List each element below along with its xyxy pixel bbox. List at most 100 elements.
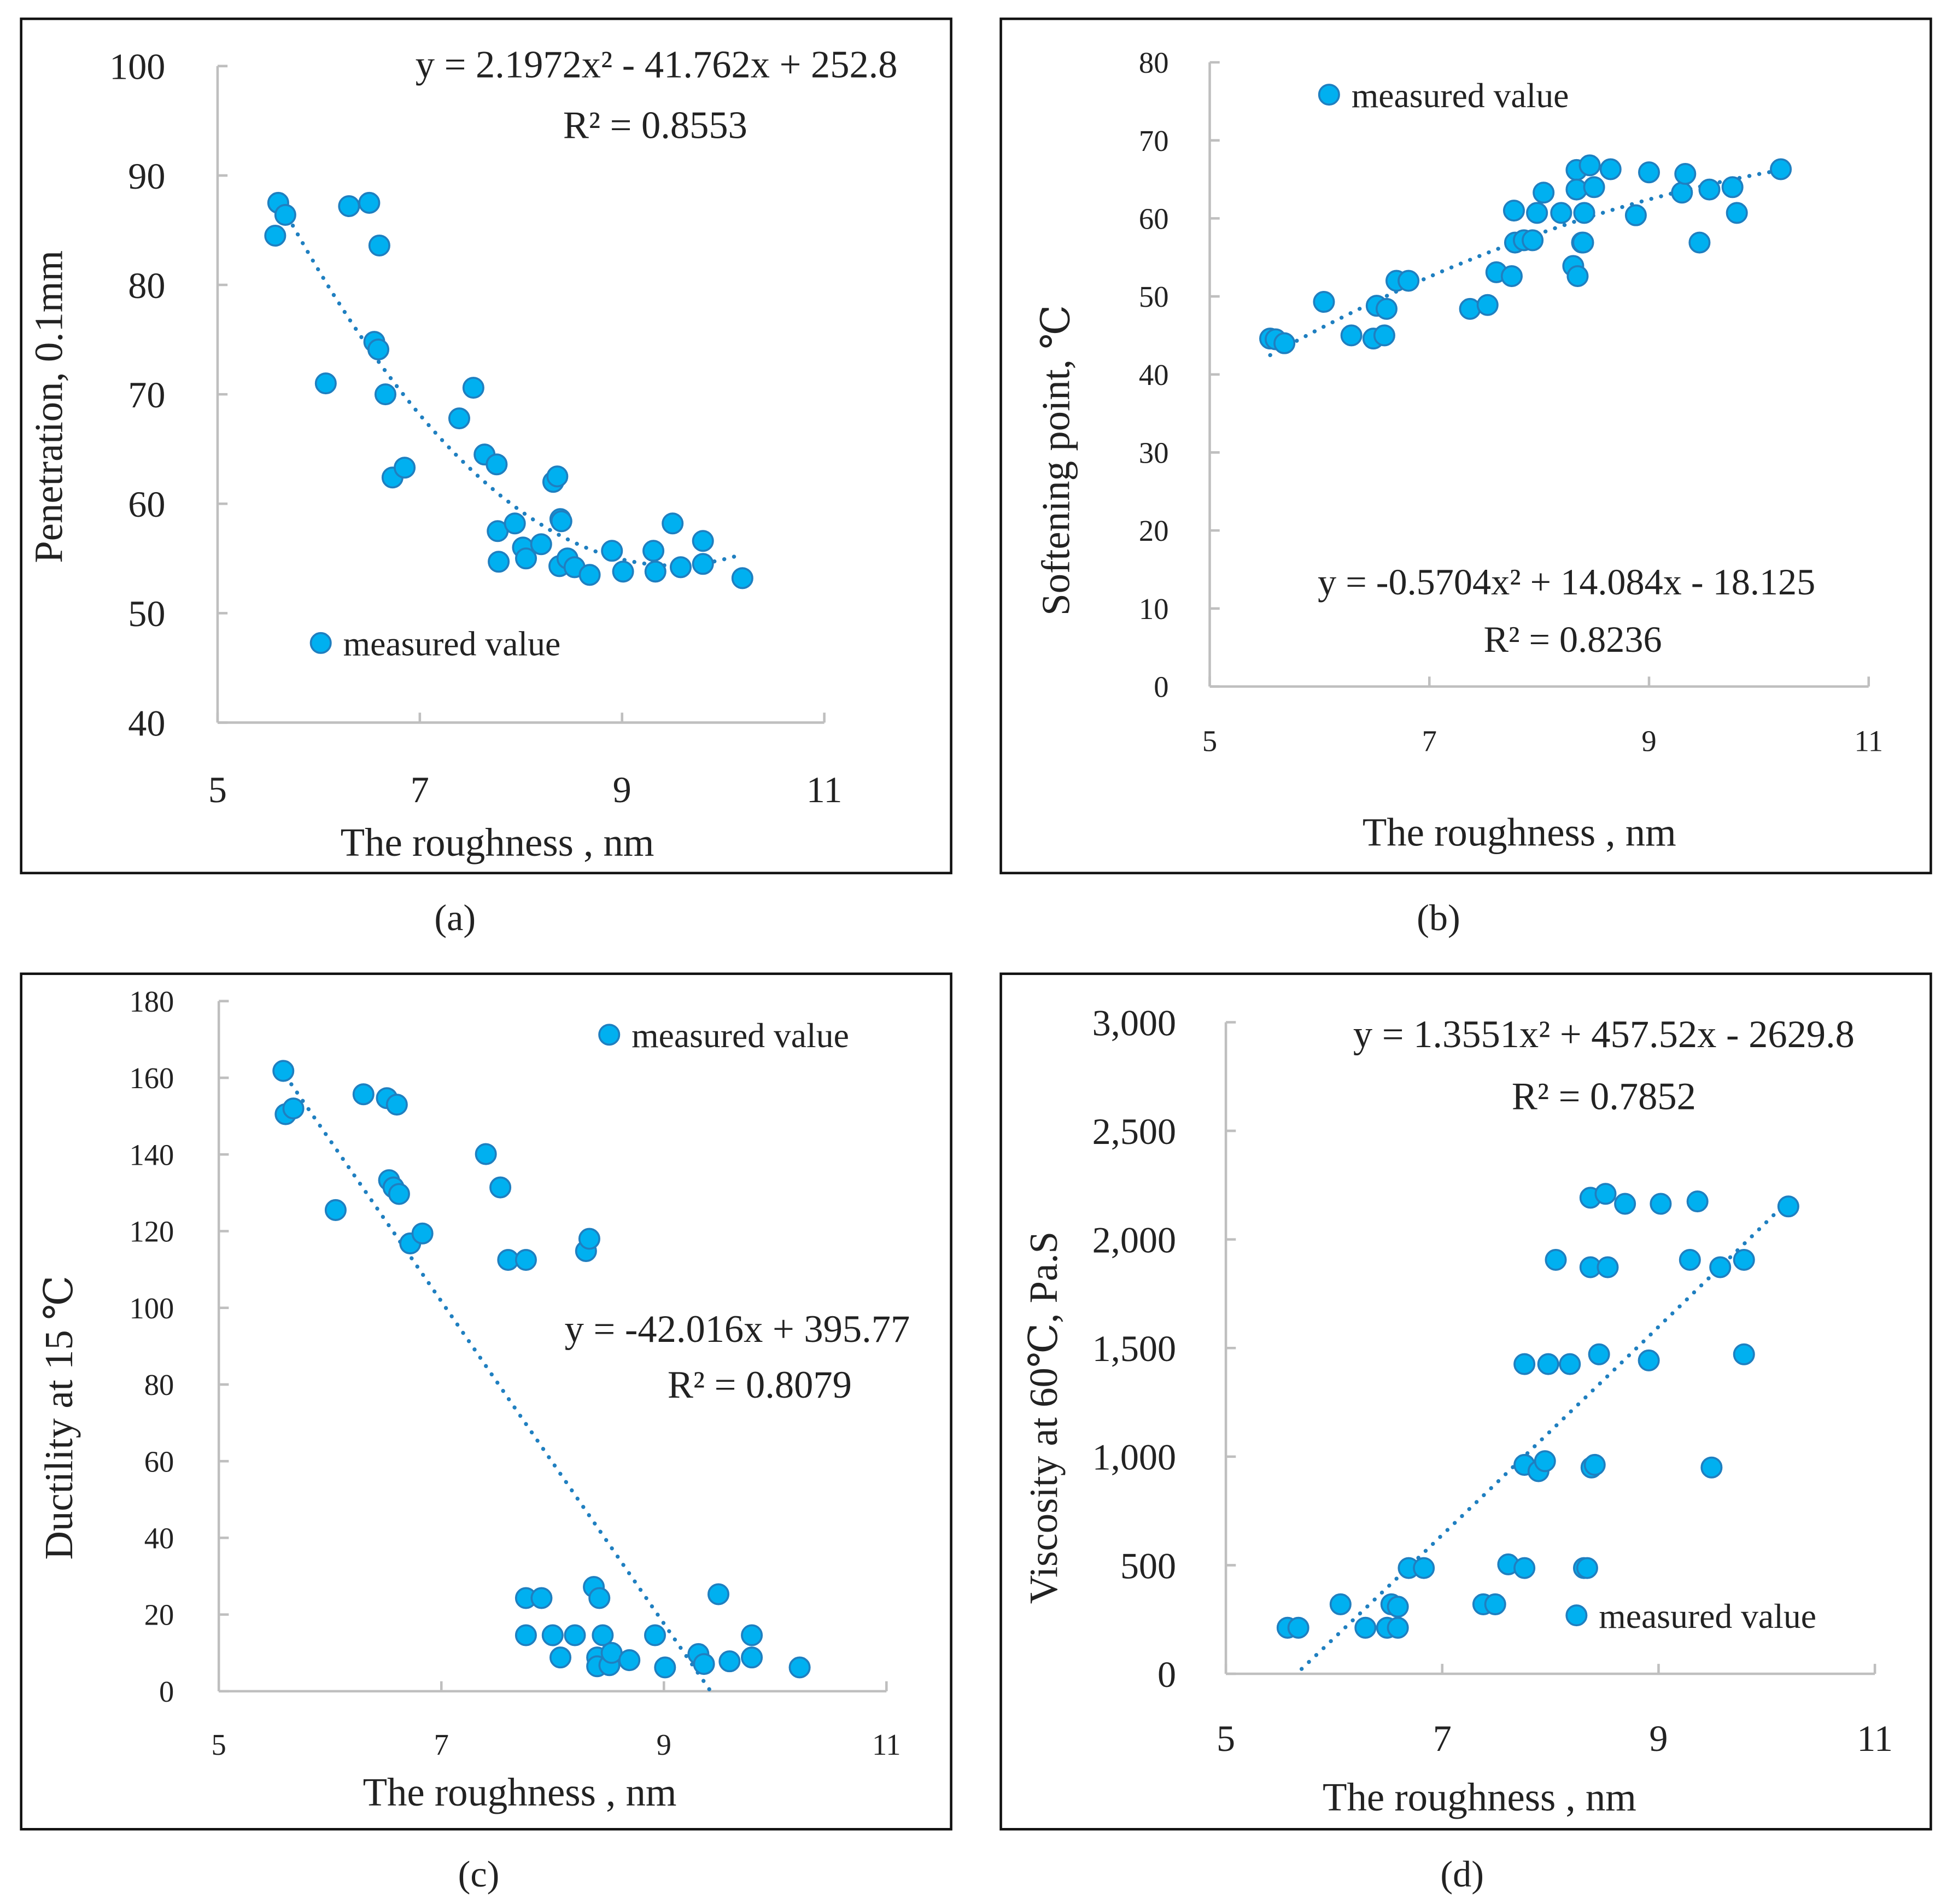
data-point — [1387, 1616, 1409, 1639]
data-point — [692, 553, 714, 575]
data-point — [1313, 291, 1335, 313]
x-tick-label: 5 — [208, 769, 227, 810]
x-tick-label: 11 — [1857, 1718, 1893, 1759]
data-point — [1533, 182, 1555, 204]
data-point — [1700, 1456, 1723, 1479]
data-point — [1559, 1353, 1581, 1375]
legend-label: measured value — [1599, 1597, 1816, 1636]
trendline — [283, 1074, 713, 1693]
y-tick-label: 2,500 — [1092, 1111, 1176, 1152]
data-point — [741, 1624, 763, 1646]
data-point — [1502, 200, 1525, 222]
data-point — [1650, 1193, 1672, 1215]
data-point — [1459, 297, 1481, 320]
data-point — [601, 540, 623, 562]
x-axis-title: The roughness , nm — [363, 1770, 677, 1814]
legend-marker — [598, 1024, 621, 1046]
data-point — [1513, 1353, 1536, 1375]
data-point — [1398, 270, 1420, 292]
data-point — [1726, 202, 1748, 224]
data-point — [1583, 176, 1605, 198]
y-tick-label: 500 — [1120, 1545, 1176, 1586]
y-tick-label: 40 — [128, 702, 165, 744]
y-tick-label: 120 — [130, 1215, 174, 1248]
data-point — [669, 556, 692, 579]
data-point — [367, 338, 390, 361]
data-point — [374, 383, 396, 406]
x-axis-title: The roughness , nm — [341, 820, 654, 865]
data-point — [1413, 1557, 1435, 1579]
y-tick-label: 80 — [1139, 46, 1169, 79]
y-tick-label: 80 — [144, 1368, 174, 1401]
data-point — [530, 1587, 553, 1609]
data-point — [488, 551, 510, 573]
trendline — [1299, 1199, 1791, 1671]
data-point — [1578, 154, 1601, 177]
panel-b: 0 10 20 30 40 50 60 70 80 5 7 9 11 The roughness , nm… — [999, 17, 1932, 938]
y-tick-label: 50 — [1139, 280, 1169, 313]
data-point — [1484, 1593, 1506, 1615]
y-tick-label: 0 — [159, 1675, 174, 1708]
x-axis-title: The roughness , nm — [1363, 810, 1676, 855]
data-point — [1638, 1349, 1660, 1371]
data-point — [1354, 1616, 1377, 1639]
data-point — [1387, 1596, 1409, 1618]
data-point — [1340, 324, 1363, 347]
data-point — [1583, 1453, 1606, 1476]
legend-marker — [309, 632, 332, 654]
legend-label: measured value — [1352, 76, 1569, 115]
trendline-equation: y = 1.3551x² + 457.52x - 2629.8 — [1353, 1013, 1855, 1056]
data-point — [1273, 332, 1296, 354]
data-point — [1597, 1256, 1619, 1278]
data-point — [644, 560, 666, 583]
data-point — [708, 1583, 730, 1605]
data-point — [1566, 265, 1589, 287]
panel-caption: (a) — [434, 897, 476, 938]
data-point — [530, 533, 552, 556]
data-point — [731, 567, 753, 589]
data-point — [662, 512, 684, 535]
y-tick-label: 90 — [128, 155, 165, 197]
data-point — [1770, 158, 1792, 180]
legend-label: measured value — [632, 1016, 849, 1055]
data-point — [1679, 1248, 1701, 1271]
y-tick-label: 10 — [1139, 592, 1169, 626]
x-tick-label: 11 — [1854, 725, 1883, 758]
data-point — [1671, 182, 1693, 204]
data-point — [578, 564, 601, 586]
data-point — [1373, 324, 1395, 347]
data-point — [541, 1624, 564, 1646]
data-point — [1599, 158, 1622, 180]
data-point — [564, 1624, 586, 1646]
data-point — [324, 1199, 347, 1221]
data-point — [462, 377, 484, 399]
y-axis-title: Penetration, 0.1mm — [27, 250, 71, 563]
legend-marker — [1565, 1604, 1588, 1627]
trendline-equation: y = -42.016x + 395.77 — [565, 1308, 910, 1351]
data-point — [693, 1653, 715, 1675]
trendline-equation: y = 2.1972x² - 41.762x + 252.8 — [416, 43, 898, 86]
y-tick-label: 60 — [1139, 202, 1169, 235]
data-point — [1287, 1616, 1309, 1639]
data-point — [448, 407, 470, 430]
data-point — [1614, 1193, 1636, 1215]
data-point — [475, 1143, 497, 1165]
data-point — [642, 540, 665, 562]
x-tick-label: 7 — [411, 769, 429, 810]
data-point — [282, 1097, 305, 1120]
data-point — [1688, 231, 1711, 254]
data-point — [1573, 202, 1595, 224]
y-tick-label: 160 — [130, 1061, 174, 1095]
data-point — [1545, 1248, 1567, 1271]
x-axis-title: The roughness , nm — [1323, 1775, 1636, 1819]
panel-frame — [999, 17, 1932, 874]
data-point — [549, 1646, 572, 1669]
legend-marker — [1318, 84, 1340, 106]
x-tick-label: 11 — [806, 769, 843, 810]
data-point — [314, 372, 337, 395]
trendline-equation: y = -0.5704x² + 14.084x - 18.125 — [1318, 561, 1815, 603]
y-tick-label: 70 — [1139, 124, 1169, 157]
data-point — [385, 1094, 408, 1116]
r-squared-label: R² = 0.8079 — [668, 1364, 852, 1406]
legend-label: measured value — [343, 624, 561, 663]
